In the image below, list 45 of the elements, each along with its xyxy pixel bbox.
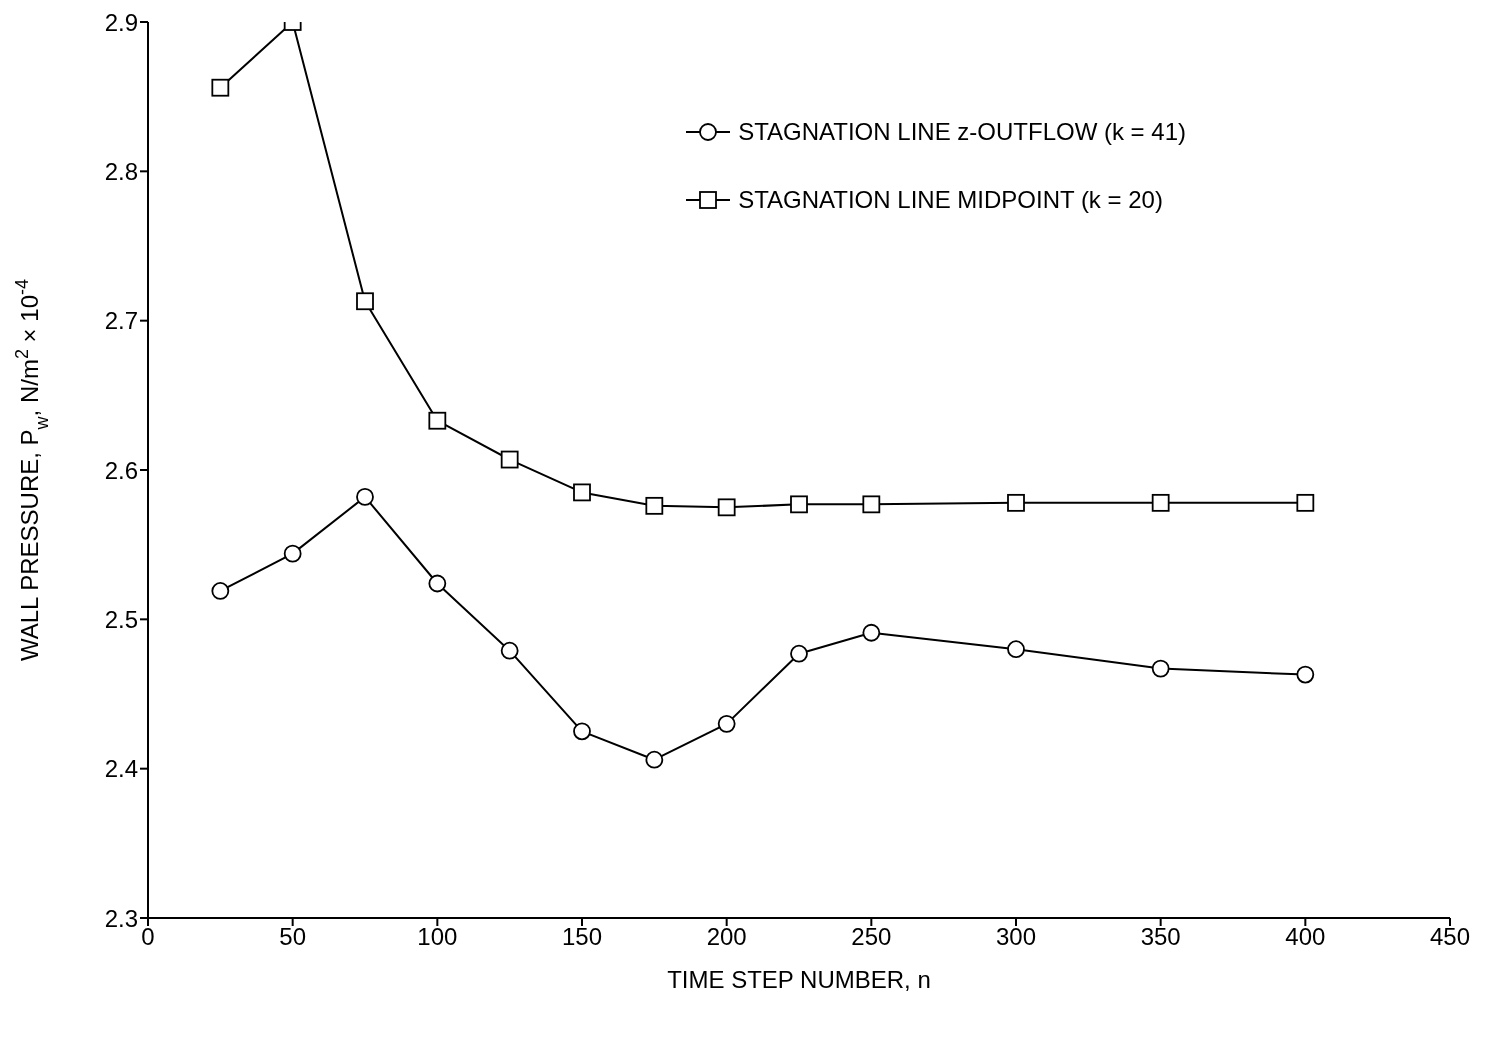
point <box>645 496 664 515</box>
y-tick-label: 2.4 <box>104 755 138 783</box>
point <box>500 450 519 469</box>
point <box>1151 493 1170 512</box>
y-tick-label: 2.9 <box>104 8 138 36</box>
point <box>717 498 736 517</box>
point <box>283 544 302 563</box>
point <box>645 750 664 769</box>
point <box>211 582 230 600</box>
point <box>1007 493 1025 512</box>
point <box>356 292 374 311</box>
point <box>1296 665 1315 684</box>
x-tick-label: 200 <box>706 923 747 951</box>
x-tick-label: 400 <box>1285 923 1326 951</box>
legend-label: STAGNATION LINE MIDPOINT (k = 20) <box>738 186 1163 214</box>
point <box>500 641 519 660</box>
point <box>428 411 447 430</box>
x-tick-label: 0 <box>141 923 155 951</box>
point <box>862 623 881 642</box>
point <box>1151 659 1170 678</box>
point <box>790 644 808 663</box>
point <box>573 722 591 741</box>
point <box>790 495 808 514</box>
y-tick-label: 2.6 <box>104 456 138 484</box>
point <box>1296 493 1315 512</box>
point <box>573 483 591 502</box>
x-tick-label: 150 <box>561 923 603 951</box>
x-tick-label: 300 <box>995 923 1037 951</box>
y-tick-label: 2.5 <box>104 605 138 633</box>
x-tick-label: 250 <box>851 923 892 951</box>
point <box>356 487 374 506</box>
point <box>717 714 736 733</box>
point <box>428 574 447 593</box>
y-tick-label: 2.3 <box>104 904 138 932</box>
x-tick-label: 50 <box>279 923 307 951</box>
x-tick-label: 350 <box>1140 923 1181 951</box>
point <box>862 495 881 514</box>
y-tick-label: 2.7 <box>104 307 138 335</box>
x-axis-title: TIME STEP NUMBER, n <box>667 966 931 993</box>
legend-label: STAGNATION LINE z-OUTFLOW (k = 41) <box>738 118 1186 146</box>
point <box>1007 640 1025 659</box>
x-tick-label: 100 <box>417 923 458 951</box>
y-tick-label: 2.8 <box>104 157 138 185</box>
x-tick-label: 450 <box>1429 923 1471 951</box>
point <box>211 78 230 97</box>
